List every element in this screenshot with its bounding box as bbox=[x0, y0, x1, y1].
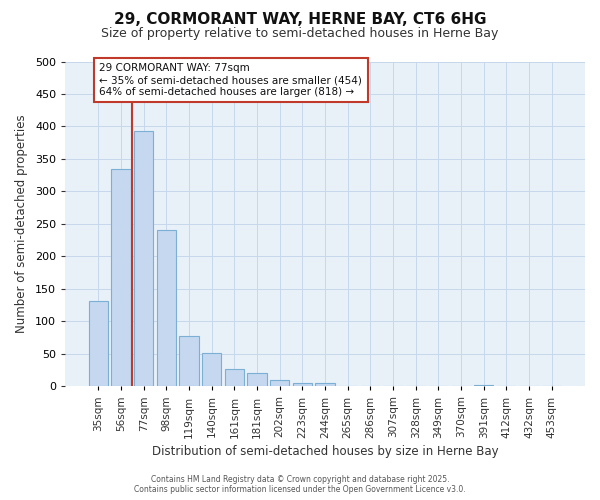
Bar bbox=[112, 168, 131, 386]
Bar bbox=[225, 369, 244, 386]
Bar bbox=[293, 383, 312, 386]
Bar bbox=[316, 383, 335, 386]
Text: 29, CORMORANT WAY, HERNE BAY, CT6 6HG: 29, CORMORANT WAY, HERNE BAY, CT6 6HG bbox=[114, 12, 486, 28]
Text: 29 CORMORANT WAY: 77sqm
← 35% of semi-detached houses are smaller (454)
64% of s: 29 CORMORANT WAY: 77sqm ← 35% of semi-de… bbox=[100, 64, 362, 96]
Bar bbox=[157, 230, 176, 386]
Bar bbox=[474, 385, 493, 386]
Bar bbox=[270, 380, 289, 386]
Text: Contains HM Land Registry data © Crown copyright and database right 2025.
Contai: Contains HM Land Registry data © Crown c… bbox=[134, 474, 466, 494]
Y-axis label: Number of semi-detached properties: Number of semi-detached properties bbox=[15, 114, 28, 334]
Bar bbox=[247, 374, 266, 386]
Bar bbox=[134, 131, 154, 386]
Bar bbox=[202, 354, 221, 386]
Bar bbox=[89, 300, 108, 386]
Bar bbox=[179, 336, 199, 386]
X-axis label: Distribution of semi-detached houses by size in Herne Bay: Distribution of semi-detached houses by … bbox=[152, 444, 499, 458]
Text: Size of property relative to semi-detached houses in Herne Bay: Size of property relative to semi-detach… bbox=[101, 28, 499, 40]
